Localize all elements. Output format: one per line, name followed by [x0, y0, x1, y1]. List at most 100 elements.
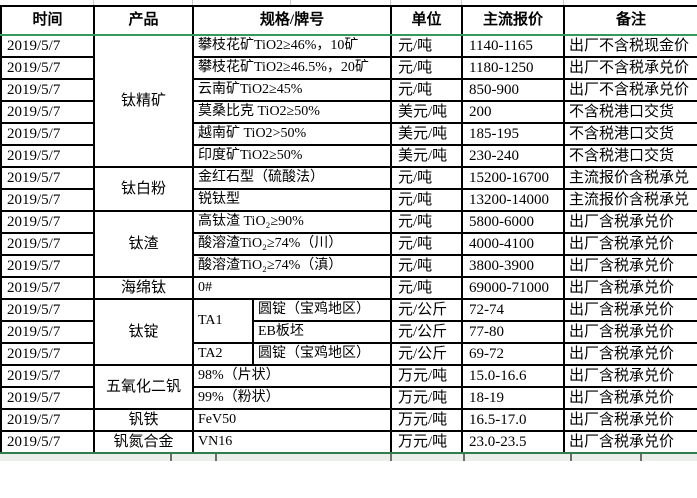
cell-date[interactable]: 2019/5/7 — [0, 276, 95, 300]
cell-spec[interactable]: 云南矿TiO2≥45% — [191, 78, 393, 102]
cell-spec-grade[interactable]: TA2 — [192, 342, 254, 366]
cell-spec[interactable]: 0# — [191, 276, 393, 300]
cell-unit[interactable]: 元/吨 — [390, 56, 464, 80]
cell-unit[interactable]: 万元/吨 — [390, 364, 464, 388]
cell-price[interactable]: 3800-3900 — [461, 254, 566, 278]
header-unit[interactable]: 单位 — [390, 5, 464, 36]
cell-price[interactable]: 69000-71000 — [461, 276, 566, 300]
cell-note[interactable]: 出厂含税承兑价 — [563, 364, 697, 388]
cell-note[interactable]: 出厂含税承兑价 — [563, 254, 697, 278]
cell-price[interactable]: 77-80 — [461, 320, 566, 344]
cell-product[interactable]: 钛白粉 — [93, 166, 194, 212]
cell-note[interactable]: 出厂含税承兑价 — [563, 298, 697, 322]
cell-spec-detail[interactable]: 圆锭（宝鸡地区） — [251, 342, 393, 366]
cell-spec[interactable]: 攀枝花矿TiO2≥46%，10矿 — [191, 34, 393, 58]
cell-spec[interactable]: FeV50 — [191, 408, 393, 432]
cell-note[interactable]: 主流报价含税承兑 — [563, 166, 697, 190]
cell-price[interactable]: 72-74 — [461, 298, 566, 322]
header-time[interactable]: 时间 — [0, 5, 95, 36]
header-price[interactable]: 主流报价 — [461, 5, 566, 36]
cell-price[interactable]: 18-19 — [461, 386, 566, 410]
cell-date[interactable]: 2019/5/7 — [0, 100, 95, 124]
cell-note[interactable]: 出厂含税承兑价 — [563, 232, 697, 256]
cell-date[interactable]: 2019/5/7 — [0, 430, 95, 454]
cell-spec-detail[interactable]: EB板坯 — [251, 320, 393, 344]
cell-note[interactable]: 主流报价含税承兑 — [563, 188, 697, 212]
cell-note[interactable]: 出厂不含税承兑价 — [563, 78, 697, 102]
cell-note[interactable]: 出厂不含税现金价 — [563, 34, 697, 58]
cell-date[interactable]: 2019/5/7 — [0, 210, 95, 234]
cell-note[interactable]: 出厂含税承兑价 — [563, 276, 697, 300]
cell-unit[interactable]: 元/公斤 — [390, 298, 464, 322]
header-product[interactable]: 产品 — [93, 5, 194, 36]
cell-date[interactable]: 2019/5/7 — [0, 56, 95, 80]
cell-price[interactable]: 850-900 — [461, 78, 566, 102]
cell-spec[interactable]: 98%（片状） — [191, 364, 393, 388]
cell-date[interactable]: 2019/5/7 — [0, 144, 95, 168]
cell-date[interactable]: 2019/5/7 — [0, 78, 95, 102]
cell-spec[interactable]: 金红石型（硫酸法） — [191, 166, 393, 190]
cell-spec[interactable]: 莫桑比克 TiO2≥50% — [191, 100, 393, 124]
cell-unit[interactable]: 万元/吨 — [390, 386, 464, 410]
cell-note[interactable]: 不含税港口交货 — [563, 122, 697, 146]
cell-date[interactable]: 2019/5/7 — [0, 386, 95, 410]
cell-date[interactable]: 2019/5/7 — [0, 232, 95, 256]
cell-unit[interactable]: 元/公斤 — [390, 342, 464, 366]
cell-note[interactable]: 不含税港口交货 — [563, 100, 697, 124]
cell-date[interactable]: 2019/5/7 — [0, 166, 95, 190]
cell-price[interactable]: 5800-6000 — [461, 210, 566, 234]
cell-product[interactable]: 海绵钛 — [93, 276, 194, 300]
cell-spec[interactable]: 99%（粉状） — [191, 386, 393, 410]
cell-price[interactable]: 15.0-16.6 — [461, 364, 566, 388]
cell-spec[interactable]: 酸溶渣TiO₂≥74%（滇） — [191, 254, 393, 278]
cell-spec[interactable]: 高钛渣 TiO₂≥90% — [191, 210, 393, 234]
cell-unit[interactable]: 元/公斤 — [390, 320, 464, 344]
cell-product[interactable]: 五氧化二钒 — [93, 364, 194, 410]
cell-price[interactable]: 200 — [461, 100, 566, 124]
cell-unit[interactable]: 万元/吨 — [390, 430, 464, 454]
cell-note[interactable]: 出厂含税承兑价 — [563, 342, 697, 366]
cell-spec[interactable]: VN16 — [191, 430, 393, 454]
header-spec[interactable]: 规格/牌号 — [191, 5, 393, 36]
cell-spec[interactable]: 越南矿 TiO2>50% — [191, 122, 393, 146]
cell-price[interactable]: 16.5-17.0 — [461, 408, 566, 432]
cell-spec[interactable]: 攀枝花矿TiO2≥46.5%，20矿 — [191, 56, 393, 80]
cell-unit[interactable]: 元/吨 — [390, 232, 464, 256]
cell-spec[interactable]: 锐钛型 — [191, 188, 393, 212]
cell-product[interactable]: 钒铁 — [93, 408, 194, 432]
cell-price[interactable]: 1180-1250 — [461, 56, 566, 80]
cell-note[interactable]: 出厂含税承兑价 — [563, 320, 697, 344]
cell-date[interactable]: 2019/5/7 — [0, 188, 95, 212]
cell-price[interactable]: 4000-4100 — [461, 232, 566, 256]
cell-date[interactable]: 2019/5/7 — [0, 342, 95, 366]
cell-price[interactable]: 23.0-23.5 — [461, 430, 566, 454]
cell-unit[interactable]: 元/吨 — [390, 166, 464, 190]
cell-price[interactable]: 69-72 — [461, 342, 566, 366]
cell-spec[interactable]: 印度矿TiO2≥50% — [191, 144, 393, 168]
cell-note[interactable]: 出厂含税承兑价 — [563, 386, 697, 410]
cell-product[interactable]: 钛渣 — [93, 210, 194, 278]
cell-unit[interactable]: 元/吨 — [390, 188, 464, 212]
cell-spec[interactable]: 酸溶渣TiO₂≥74%（川） — [191, 232, 393, 256]
cell-price[interactable]: 185-195 — [461, 122, 566, 146]
cell-product[interactable]: 钛精矿 — [93, 34, 194, 168]
cell-date[interactable]: 2019/5/7 — [0, 364, 95, 388]
cell-unit[interactable]: 元/吨 — [390, 210, 464, 234]
cell-unit[interactable]: 元/吨 — [390, 34, 464, 58]
cell-unit[interactable]: 元/吨 — [390, 78, 464, 102]
cell-unit[interactable]: 元/吨 — [390, 254, 464, 278]
cell-unit[interactable]: 美元/吨 — [390, 122, 464, 146]
cell-unit[interactable]: 美元/吨 — [390, 100, 464, 124]
cell-date[interactable]: 2019/5/7 — [0, 122, 95, 146]
cell-price[interactable]: 230-240 — [461, 144, 566, 168]
cell-spec-detail[interactable]: 圆锭（宝鸡地区） — [251, 298, 393, 322]
cell-date[interactable]: 2019/5/7 — [0, 34, 95, 58]
cell-price[interactable]: 13200-14000 — [461, 188, 566, 212]
cell-note[interactable]: 出厂含税承兑价 — [563, 210, 697, 234]
cell-unit[interactable]: 万元/吨 — [390, 408, 464, 432]
cell-price[interactable]: 15200-16700 — [461, 166, 566, 190]
cell-unit[interactable]: 美元/吨 — [390, 144, 464, 168]
cell-date[interactable]: 2019/5/7 — [0, 298, 95, 322]
cell-spec-grade[interactable]: TA1 — [192, 298, 254, 344]
cell-product[interactable]: 钒氮合金 — [93, 430, 194, 454]
